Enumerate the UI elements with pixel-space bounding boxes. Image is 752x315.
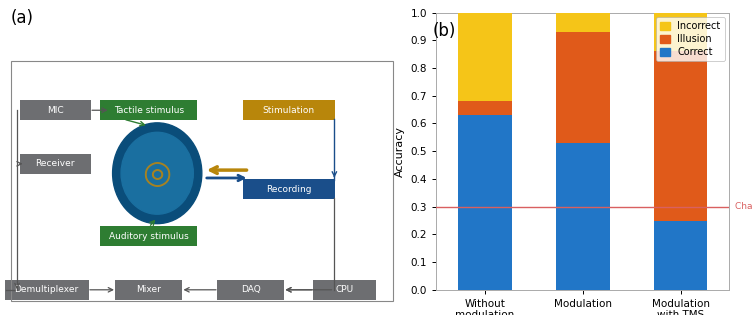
FancyBboxPatch shape <box>20 100 91 120</box>
Bar <box>458 115 512 290</box>
FancyBboxPatch shape <box>5 280 89 300</box>
Bar <box>653 220 708 290</box>
Text: Recording: Recording <box>266 185 311 193</box>
Text: Auditory stimulus: Auditory stimulus <box>109 232 189 241</box>
Text: DAQ: DAQ <box>241 285 260 294</box>
Text: Chance level: Chance level <box>735 202 752 211</box>
Bar <box>653 51 708 220</box>
Text: (b): (b) <box>432 22 456 40</box>
FancyBboxPatch shape <box>100 226 197 246</box>
Text: Stimulation: Stimulation <box>263 106 315 115</box>
Y-axis label: Accuracy: Accuracy <box>395 126 405 177</box>
FancyBboxPatch shape <box>217 280 284 300</box>
Bar <box>556 13 610 32</box>
Ellipse shape <box>121 132 193 214</box>
Text: Receiver: Receiver <box>35 159 75 168</box>
Legend: Incorrect, Illusion, Correct: Incorrect, Illusion, Correct <box>656 17 725 61</box>
FancyBboxPatch shape <box>313 280 375 300</box>
Text: Demultiplexer: Demultiplexer <box>14 285 79 294</box>
Text: MIC: MIC <box>47 106 64 115</box>
Bar <box>556 32 610 143</box>
FancyBboxPatch shape <box>115 280 182 300</box>
Ellipse shape <box>113 123 202 224</box>
FancyBboxPatch shape <box>100 100 197 120</box>
Bar <box>556 143 610 290</box>
Text: ◎: ◎ <box>143 157 171 190</box>
Text: Mixer: Mixer <box>136 285 161 294</box>
Bar <box>653 13 708 51</box>
FancyBboxPatch shape <box>20 154 91 174</box>
Text: Tactile stimulus: Tactile stimulus <box>114 106 183 115</box>
FancyBboxPatch shape <box>243 179 335 199</box>
Bar <box>458 13 512 101</box>
Bar <box>458 101 512 115</box>
FancyBboxPatch shape <box>243 100 335 120</box>
Text: CPU: CPU <box>335 285 353 294</box>
Text: (a): (a) <box>11 9 34 27</box>
